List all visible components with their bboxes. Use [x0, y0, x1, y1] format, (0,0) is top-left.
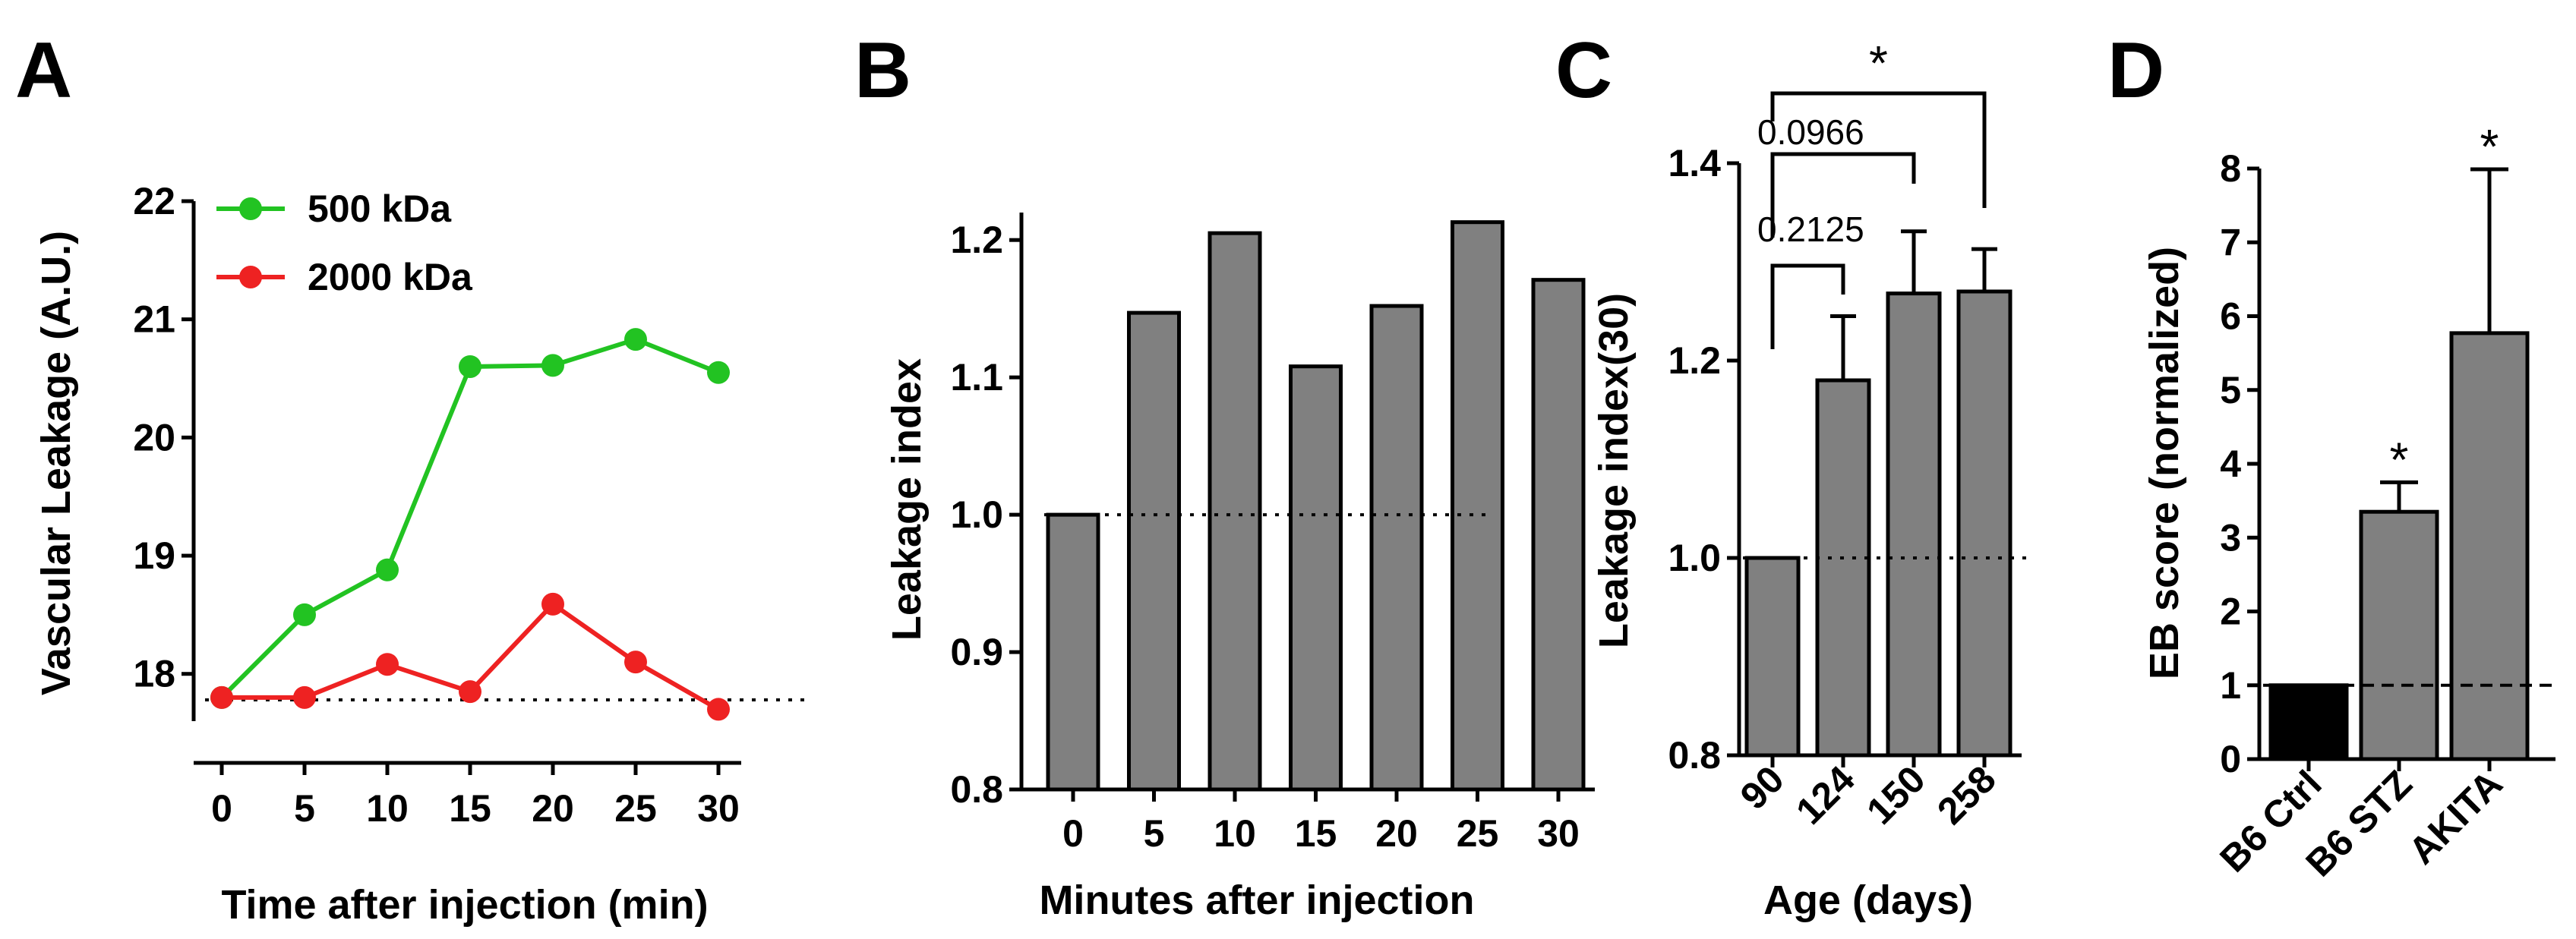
- data-point: [293, 685, 316, 709]
- bar: [1956, 289, 2012, 758]
- p-value-label: 0.0966: [1757, 112, 1864, 152]
- p-value-label: 0.2125: [1757, 210, 1864, 249]
- data-point: [459, 680, 481, 704]
- data-point: [624, 328, 647, 351]
- legend-swatch-marker: [239, 266, 262, 288]
- y-tick-label: 1.2: [950, 219, 1003, 261]
- y-axis-title: Leakage index(30): [1591, 293, 1637, 648]
- bar: [1127, 310, 1181, 792]
- y-tick-label: 7: [2220, 221, 2241, 263]
- panel-b-bar-chart: 0.8 0.9 1.0 1.1 1.2 0 5 10 15 20 25 30 Minutes after…: [884, 213, 1595, 923]
- y-tick-label: 1.0: [950, 493, 1003, 536]
- y-tick-label: 6: [2220, 295, 2241, 338]
- y-tick-label: 1.0: [1668, 537, 1721, 579]
- y-tick-label: 21: [133, 298, 175, 341]
- y-tick-label: 18: [133, 653, 175, 695]
- x-tick-label: 10: [1214, 812, 1256, 855]
- bar: [1046, 512, 1100, 792]
- y-tick-label: 8: [2220, 147, 2241, 190]
- legend-label: 500 kDa: [308, 187, 452, 230]
- x-tick-label: 5: [1144, 812, 1165, 855]
- data-point: [376, 558, 399, 581]
- x-tick-label: 10: [366, 787, 409, 830]
- y-tick-label: 2: [2220, 591, 2241, 633]
- significance-star: *: [1869, 36, 1888, 90]
- legend-swatch-marker: [239, 197, 262, 220]
- significance-bracket: [1770, 91, 1987, 208]
- bar: [2449, 331, 2530, 761]
- significance-star: *: [2480, 119, 2499, 174]
- y-tick-label: 22: [133, 180, 175, 222]
- bar: [1289, 364, 1343, 792]
- y-axis-title: Vascular Leakage (A.U.): [33, 231, 79, 695]
- data-point: [376, 653, 399, 676]
- data-point: [210, 685, 233, 709]
- x-axis-title: Time after injection (min): [221, 882, 708, 928]
- y-tick-label: 0: [2220, 738, 2241, 780]
- y-tick-label: 20: [133, 416, 175, 458]
- y-tick-label: 1.2: [1668, 339, 1721, 382]
- x-tick-label: 90: [1732, 758, 1792, 818]
- y-tick-label: 1.1: [950, 356, 1003, 399]
- bar: [1531, 278, 1586, 792]
- significance-star: *: [2390, 432, 2409, 487]
- x-tick-label: 5: [294, 787, 315, 830]
- x-tick-label: 20: [1375, 812, 1418, 855]
- bar: [1208, 231, 1262, 792]
- y-tick-label: 19: [133, 534, 175, 577]
- panel-letter-a: A: [15, 27, 72, 115]
- bar: [1451, 220, 1504, 792]
- y-tick-label: 1: [2220, 664, 2241, 707]
- y-tick-label: 4: [2220, 443, 2241, 485]
- y-tick-label: 0.8: [950, 768, 1003, 811]
- data-point: [541, 354, 564, 377]
- y-tick-label: 0.9: [950, 631, 1003, 673]
- y-tick-label: 0.8: [1668, 734, 1721, 777]
- x-tick-label: 0: [211, 787, 232, 830]
- data-point: [541, 592, 564, 616]
- x-tick-label: 15: [1295, 812, 1337, 855]
- data-point: [459, 354, 481, 378]
- x-tick-label: 30: [1537, 812, 1580, 855]
- data-point: [624, 651, 647, 674]
- x-tick-label: 15: [449, 787, 491, 830]
- bar: [1886, 291, 1942, 758]
- x-tick-label: 0: [1062, 812, 1084, 855]
- bar: [1369, 304, 1424, 792]
- x-tick-label: AKITA: [2401, 762, 2511, 872]
- significance-bracket: [1770, 152, 1916, 238]
- x-tick-label: 20: [532, 787, 574, 830]
- bar: [2268, 683, 2349, 761]
- series-line-1: [219, 336, 720, 699]
- y-axis-title: Leakage index: [884, 358, 930, 641]
- panel-letter-b: B: [854, 27, 911, 115]
- y-axis-title: EB score (normalized): [2142, 247, 2187, 679]
- x-tick-label: 150: [1858, 758, 1934, 833]
- data-point: [707, 361, 730, 384]
- x-tick-label: 124: [1788, 758, 1863, 833]
- panel-a-line-chart: 18 19 20 21 22 0 5 10 15 20 25 30 500 kDa 2000 kDa Tim…: [33, 180, 807, 928]
- y-tick-label: 1.4: [1668, 142, 1721, 184]
- legend-label: 2000 kDa: [308, 256, 473, 298]
- bar: [2359, 509, 2439, 761]
- data-point: [293, 603, 316, 626]
- x-tick-label: 25: [614, 787, 657, 830]
- x-axis-title: Minutes after injection: [1039, 878, 1474, 923]
- x-axis-title: Age (days): [1763, 878, 1973, 923]
- bar: [1744, 556, 1801, 758]
- panel-letter-c: C: [1555, 27, 1612, 115]
- data-point: [707, 698, 730, 721]
- significance-bracket: [1770, 263, 1845, 349]
- y-tick-label: 5: [2220, 369, 2241, 411]
- bar: [1815, 378, 1871, 758]
- x-tick-label: 30: [697, 787, 740, 830]
- panel-letter-d: D: [2107, 27, 2164, 115]
- y-tick-label: 3: [2220, 516, 2241, 559]
- x-tick-label: 25: [1457, 812, 1499, 855]
- x-tick-label: 258: [1929, 758, 2004, 833]
